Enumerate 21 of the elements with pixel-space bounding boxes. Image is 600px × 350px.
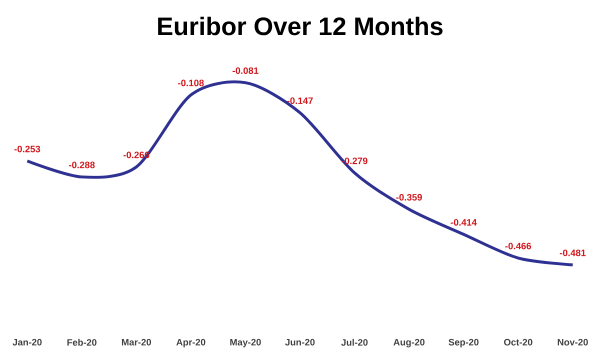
x-tick-label: Jul-20 xyxy=(341,338,368,346)
data-label: -0.466 xyxy=(505,242,532,250)
x-tick-label: Feb-20 xyxy=(67,338,96,346)
chart-title: Euribor Over 12 Months xyxy=(158,16,443,36)
x-tick-label: Sep-20 xyxy=(448,338,479,348)
x-tick-label: Aug-20 xyxy=(394,338,425,348)
data-label: -0.081 xyxy=(232,67,258,74)
x-tick-label: Jun-20 xyxy=(285,338,315,346)
x-tick-label: May-20 xyxy=(230,338,261,348)
data-label: -0.414 xyxy=(450,219,477,226)
data-label: -0.288 xyxy=(68,162,95,168)
x-tick-label: Nov-20 xyxy=(558,338,588,346)
data-label: -0.481 xyxy=(560,250,586,256)
x-tick-label: Mar-20 xyxy=(122,338,152,346)
x-tick-label: Jan-20 xyxy=(12,338,42,346)
data-label: -0.359 xyxy=(396,194,422,201)
x-tick-label: Oct-20 xyxy=(504,338,532,346)
x-tick-label: Apr-20 xyxy=(176,338,206,348)
data-label: -0.253 xyxy=(14,146,40,152)
data-label: -0.147 xyxy=(287,97,313,104)
data-label: -0.108 xyxy=(178,80,204,86)
